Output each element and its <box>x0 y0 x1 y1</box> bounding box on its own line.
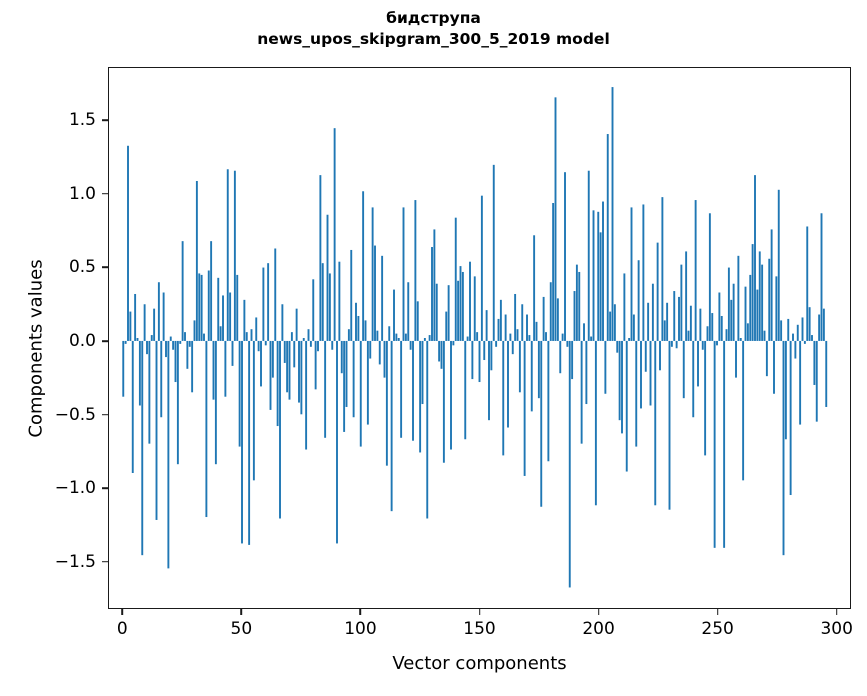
x-tick-mark <box>597 609 600 615</box>
bar-series <box>122 87 828 588</box>
y-tick-label: 1.5 <box>68 110 96 131</box>
plot-area <box>108 67 851 609</box>
x-tick-label: 250 <box>701 619 734 639</box>
y-tick-mark <box>102 413 108 416</box>
y-tick-label: −1.5 <box>54 551 96 572</box>
y-tick-mark <box>102 119 108 121</box>
y-tick-mark <box>102 266 108 269</box>
y-tick-mark <box>102 340 108 342</box>
y-axis-label: Components values <box>25 259 47 438</box>
y-tick-label: −0.5 <box>54 404 96 425</box>
x-tick-mark <box>835 609 838 615</box>
x-tick-mark <box>359 609 362 615</box>
y-tick-mark <box>102 487 108 490</box>
y-tick-label: 0.5 <box>68 257 96 278</box>
x-tick-label: 300 <box>820 619 853 639</box>
chart-title-line-1: бидструпа <box>386 9 481 27</box>
chart-title-line-2: news_upos_skipgram_300_5_2019 model <box>257 30 610 48</box>
x-tick-label: 100 <box>344 619 377 639</box>
x-tick-mark <box>240 609 243 615</box>
y-tick-label: 0.0 <box>68 330 96 351</box>
y-tick-label: 1.0 <box>68 183 96 204</box>
y-tick-label: −1.0 <box>54 478 96 499</box>
x-tick-mark <box>478 609 481 615</box>
chart-title: бидструпа news_upos_skipgram_300_5_2019 … <box>0 8 867 50</box>
x-tick-label: 200 <box>582 619 615 639</box>
x-tick-mark <box>716 609 719 615</box>
x-tick-label: 50 <box>230 619 253 639</box>
x-tick-mark <box>121 609 124 615</box>
x-tick-label: 0 <box>116 619 128 639</box>
y-tick-mark <box>102 561 108 563</box>
x-axis-label: Vector components <box>392 653 567 674</box>
x-tick-label: 150 <box>463 619 496 639</box>
y-tick-mark <box>102 192 108 195</box>
